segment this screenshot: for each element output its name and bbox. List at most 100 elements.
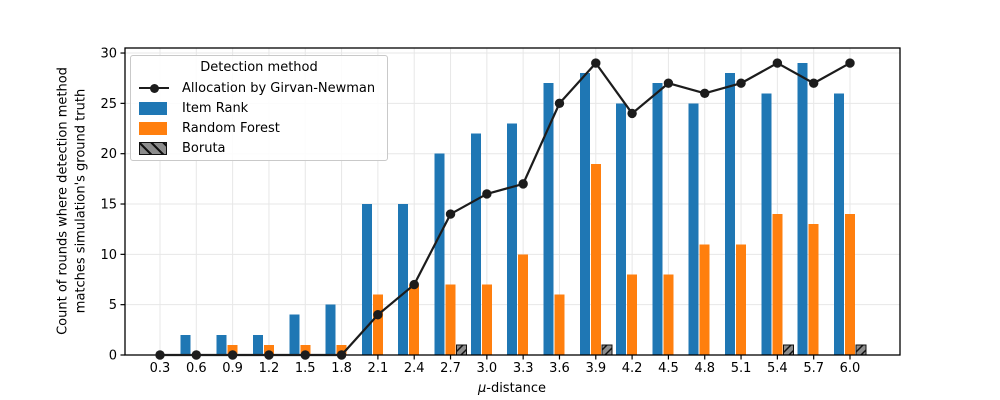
bar-item-rank [216, 334, 227, 355]
x-tick-label: 2.1 [368, 361, 389, 376]
bar-item-rank [507, 123, 518, 355]
legend-marker-dot [149, 83, 159, 93]
legend-row-item-rank: Item Rank [139, 98, 379, 118]
x-tick-label: 0.3 [150, 361, 171, 376]
y-axis-label-line1: Count of rounds where detection method [55, 67, 71, 335]
x-axis-label: μ-distance [478, 381, 546, 396]
legend-title: Detection method [200, 60, 318, 75]
girvan-newman-marker [373, 310, 383, 320]
x-tick-label: 5.7 [803, 361, 824, 376]
bar-random-forest [772, 214, 783, 355]
bar-random-forest [481, 284, 492, 355]
x-axis-label-text: -distance [486, 381, 547, 396]
x-tick-label: 0.9 [222, 361, 243, 376]
bar-item-rank [361, 204, 372, 355]
girvan-newman-marker [663, 78, 674, 88]
legend-row-girvan-newman: Allocation by Girvan-Newman [139, 78, 379, 98]
x-tick-label: 2.4 [404, 361, 425, 376]
bar-random-forest [227, 344, 238, 355]
bar-random-forest [736, 244, 747, 355]
legend-row-random-forest: Random Forest [139, 118, 379, 138]
girvan-newman-marker [736, 78, 746, 88]
bar-item-rank [325, 304, 336, 355]
x-tick-label: 4.8 [694, 361, 715, 376]
x-tick-label: 3.3 [513, 361, 534, 376]
x-tick-label: 5.4 [767, 361, 788, 376]
x-tick-label: 4.2 [622, 361, 643, 376]
legend-label-random-forest: Random Forest [182, 120, 280, 136]
mu-symbol: μ [477, 381, 487, 396]
bar-item-rank [289, 314, 300, 355]
bar-random-forest [409, 284, 420, 355]
axes-frame [124, 47, 901, 356]
y-tick-label: 20 [100, 147, 117, 162]
bar-random-forest [554, 294, 565, 355]
bar-random-forest [372, 294, 383, 355]
girvan-newman-marker [191, 350, 202, 360]
legend-label-girvan-newman: Allocation by Girvan-Newman [182, 80, 376, 96]
girvan-newman-marker [409, 279, 419, 290]
bar-item-rank [616, 103, 627, 355]
x-tick-label: 1.8 [331, 361, 352, 376]
boruta-swatch [139, 141, 167, 155]
y-tick-label: 0 [109, 349, 117, 364]
x-tick-label: 0.6 [186, 361, 207, 376]
bar-item-rank [688, 103, 699, 355]
x-tick-label: 2.7 [440, 361, 461, 376]
girvan-newman-marker [808, 78, 819, 88]
bar-item-rank [180, 334, 191, 355]
bar-random-forest [808, 224, 819, 355]
x-tick-label: 1.2 [259, 361, 280, 376]
girvan-newman-marker [627, 108, 637, 119]
girvan-newman-marker [336, 350, 347, 360]
random-forest-swatch [139, 121, 167, 135]
bar-item-rank [434, 153, 445, 355]
y-tick-label: 5 [109, 298, 117, 313]
x-tick-label: 3.0 [476, 361, 497, 376]
girvan-newman-line [160, 61, 851, 357]
bar-random-forest [627, 274, 638, 355]
girvan-newman-marker [700, 88, 710, 98]
bar-item-rank [252, 334, 263, 355]
y-axis-label-line2: matches simulation's ground truth [73, 88, 88, 314]
line-marker-sample-icon [139, 81, 169, 95]
bar-boruta [601, 344, 613, 356]
girvan-newman-marker [445, 209, 456, 219]
x-tick-label: 3.9 [585, 361, 606, 376]
bar-item-rank [834, 93, 844, 356]
x-tick-label: 5.1 [731, 361, 752, 376]
bar-boruta [456, 344, 468, 356]
legend: Detection method Allocation by Girvan-Ne… [130, 55, 388, 161]
x-tick-label: 1.5 [295, 361, 316, 376]
y-tick-label: 25 [100, 97, 117, 112]
bar-item-rank [543, 83, 554, 356]
bar-item-rank [470, 133, 481, 355]
bar-boruta [782, 344, 794, 356]
y-tick-label: 30 [100, 47, 117, 62]
bar-boruta [855, 344, 867, 356]
bar-item-rank [797, 63, 808, 356]
x-tick-label: 6.0 [840, 361, 861, 376]
girvan-newman-marker [264, 350, 274, 360]
legend-label-boruta: Boruta [182, 140, 226, 156]
bar-random-forest [699, 244, 710, 355]
legend-label-item-rank: Item Rank [182, 100, 249, 116]
bar-random-forest [663, 274, 674, 355]
bar-item-rank [761, 93, 772, 356]
y-tick-label: 15 [100, 198, 117, 213]
bar-random-forest [300, 344, 311, 355]
girvan-newman-marker [772, 58, 783, 68]
bar-item-rank [579, 73, 590, 355]
x-tick-label: 4.5 [658, 361, 679, 376]
girvan-newman-marker [554, 98, 565, 109]
bar-random-forest [445, 284, 456, 355]
item-rank-swatch [139, 101, 167, 115]
x-tick-label: 3.6 [549, 361, 570, 376]
girvan-newman-marker [227, 350, 238, 360]
bar-item-rank [398, 204, 409, 355]
bar-random-forest [263, 344, 274, 355]
y-axis-label: Count of rounds where detection method m… [54, 67, 89, 335]
bar-random-forest [845, 214, 855, 355]
bar-random-forest [590, 163, 601, 355]
